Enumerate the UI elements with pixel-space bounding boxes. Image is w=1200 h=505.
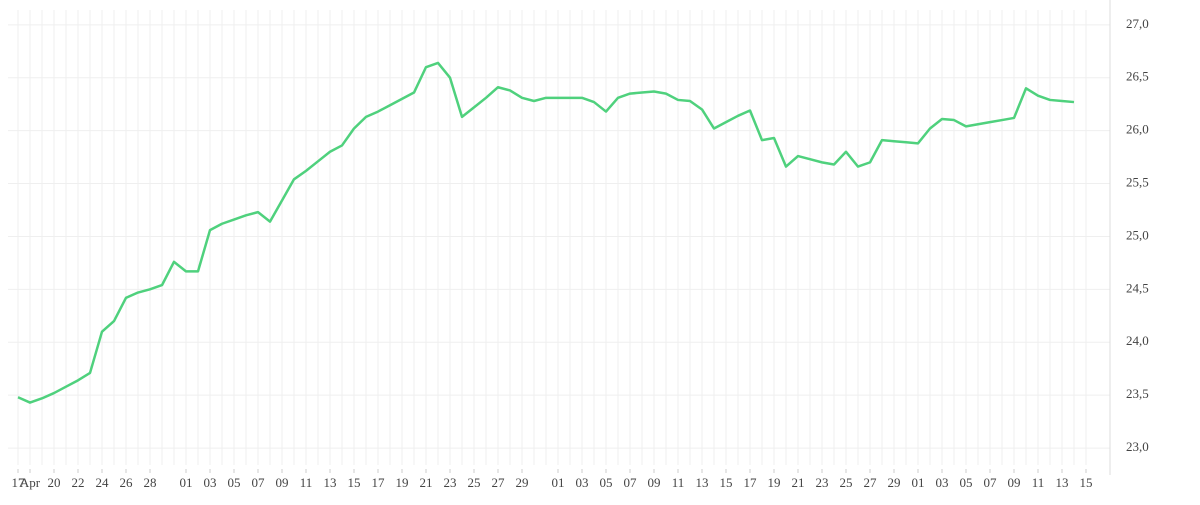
x-tick-label: 01: [552, 475, 565, 490]
x-tick-label: 07: [252, 475, 266, 490]
y-tick-label: 25,5: [1126, 175, 1149, 190]
x-tick-label: 28: [144, 475, 157, 490]
x-tick-label: 21: [420, 475, 433, 490]
x-tick-label: 27: [492, 475, 506, 490]
x-tick-label: 19: [768, 475, 781, 490]
x-tick-label: 29: [888, 475, 901, 490]
x-tick-label: 22: [72, 475, 85, 490]
x-tick-label: 09: [1008, 475, 1021, 490]
x-tick-label: 24: [96, 475, 110, 490]
x-tick-label: 15: [720, 475, 733, 490]
x-tick-label: 26: [120, 475, 134, 490]
x-tick-label: 05: [960, 475, 973, 490]
x-tick-label: 11: [672, 475, 685, 490]
x-tick-label: 23: [444, 475, 457, 490]
x-tick-label: 25: [468, 475, 481, 490]
y-tick-label: 23,5: [1126, 386, 1149, 401]
x-tick-label: 13: [324, 475, 337, 490]
x-tick-label: 03: [576, 475, 589, 490]
x-tick-label: 15: [1080, 475, 1093, 490]
x-tick-label: 11: [300, 475, 313, 490]
x-tick-label: 25: [840, 475, 853, 490]
x-tick-label: 09: [648, 475, 661, 490]
x-tick-label: 01: [180, 475, 193, 490]
x-tick-label: 20: [48, 475, 61, 490]
x-tick-label: 17: [744, 475, 758, 490]
x-tick-label: 01: [912, 475, 925, 490]
x-tick-label: 27: [864, 475, 878, 490]
x-tick-label: 07: [984, 475, 998, 490]
y-tick-label: 26,5: [1126, 69, 1149, 84]
y-tick-label: 24,0: [1126, 333, 1149, 348]
y-tick-label: 23,0: [1126, 439, 1149, 454]
x-tick-label: 15: [348, 475, 361, 490]
x-tick-label: 29: [516, 475, 529, 490]
y-tick-label: 25,0: [1126, 227, 1149, 242]
x-tick-label: 07: [624, 475, 638, 490]
x-tick-label: 05: [600, 475, 613, 490]
x-tick-label: Apr: [20, 475, 41, 490]
y-tick-label: 24,5: [1126, 280, 1149, 295]
price-line: [17, 61, 1075, 404]
x-tick-label: 17: [12, 475, 26, 490]
x-tick-label: 11: [1032, 475, 1045, 490]
x-tick-label: 21: [792, 475, 805, 490]
y-tick-label: 26,0: [1126, 122, 1149, 137]
x-tick-label: 03: [936, 475, 949, 490]
x-tick-label: 05: [228, 475, 241, 490]
x-tick-label: 19: [396, 475, 409, 490]
x-tick-label: 13: [696, 475, 709, 490]
x-tick-label: 03: [204, 475, 217, 490]
y-tick-label: 27,0: [1126, 16, 1149, 31]
x-tick-label: 17: [372, 475, 386, 490]
x-tick-label: 23: [816, 475, 829, 490]
x-tick-label: 13: [1056, 475, 1069, 490]
x-tick-label: 09: [276, 475, 289, 490]
